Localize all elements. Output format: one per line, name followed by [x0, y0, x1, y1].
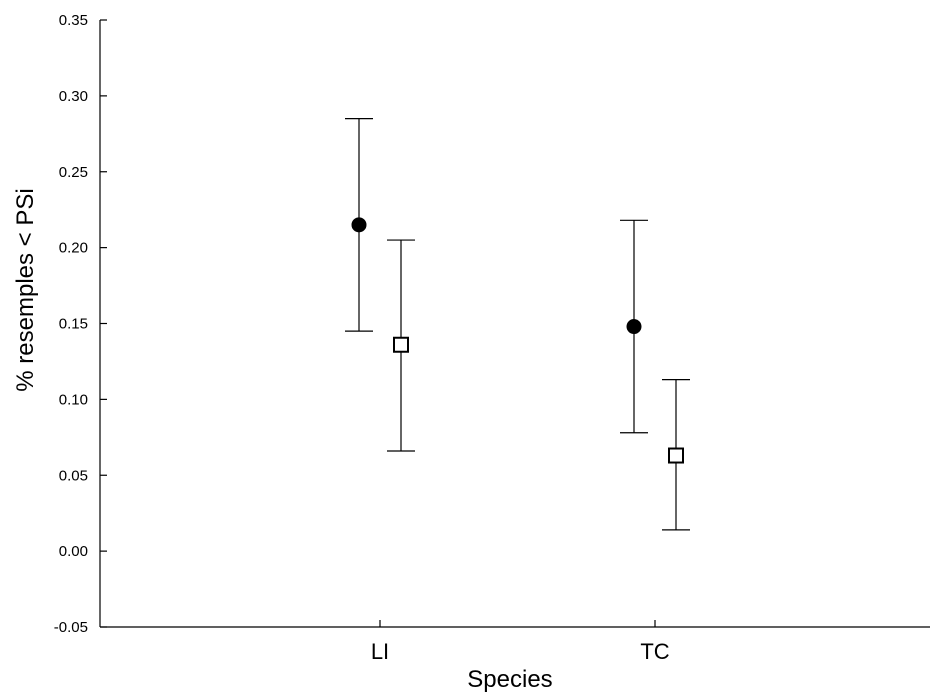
data-point: [351, 217, 367, 233]
x-tick-label: TC: [640, 639, 669, 664]
y-tick-label: 0.35: [59, 12, 88, 29]
x-ticks: LI TC: [371, 620, 670, 664]
y-tick-label: 0.10: [59, 391, 88, 408]
y-tick-label: 0.25: [59, 164, 88, 181]
y-axis-title: % resemples < PSi: [12, 188, 39, 391]
y-tick-label: -0.05: [54, 619, 88, 636]
plot-area: -0.05 0.00 0.05 0.10 0.15 0.20 0.25 0.30 0.35 LI…: [54, 12, 930, 664]
y-tick-label: 0.05: [59, 467, 88, 484]
data-point: [668, 447, 684, 464]
x-tick-label: LI: [371, 639, 389, 664]
data-marks: [345, 118, 690, 531]
y-tick-label: 0.15: [59, 316, 88, 333]
y-tick-label: 0.00: [59, 543, 88, 560]
data-point: [626, 319, 642, 335]
data-point: [393, 336, 409, 353]
y-ticks: -0.05 0.00 0.05 0.10 0.15 0.20 0.25 0.30 0.35: [54, 12, 107, 636]
y-tick-label: 0.30: [59, 88, 88, 105]
x-axis-title: Species: [467, 666, 552, 693]
y-tick-label: 0.20: [59, 240, 88, 257]
